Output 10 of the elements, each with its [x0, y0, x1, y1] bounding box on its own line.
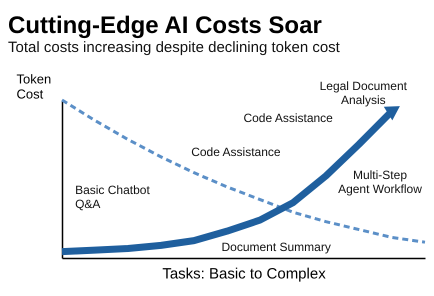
annotation: Code Assistance	[191, 145, 281, 160]
chart-title: Cutting-Edge AI Costs Soar	[8, 12, 322, 39]
chart-subtitle: Total costs increasing despite declining token cost	[8, 39, 341, 56]
annotation: Code Assistance	[243, 111, 334, 126]
annotation: Basic Chatbot Q&A	[75, 183, 150, 212]
x-axis-title: Tasks: Basic to Complex	[162, 266, 326, 282]
annotation: Document Summary	[221, 240, 331, 254]
y-axis-title: Token Cost	[16, 72, 52, 102]
annotation: Multi-Step Agent Workflow	[338, 168, 422, 196]
annotation: Legal Document Analysis	[320, 78, 408, 107]
